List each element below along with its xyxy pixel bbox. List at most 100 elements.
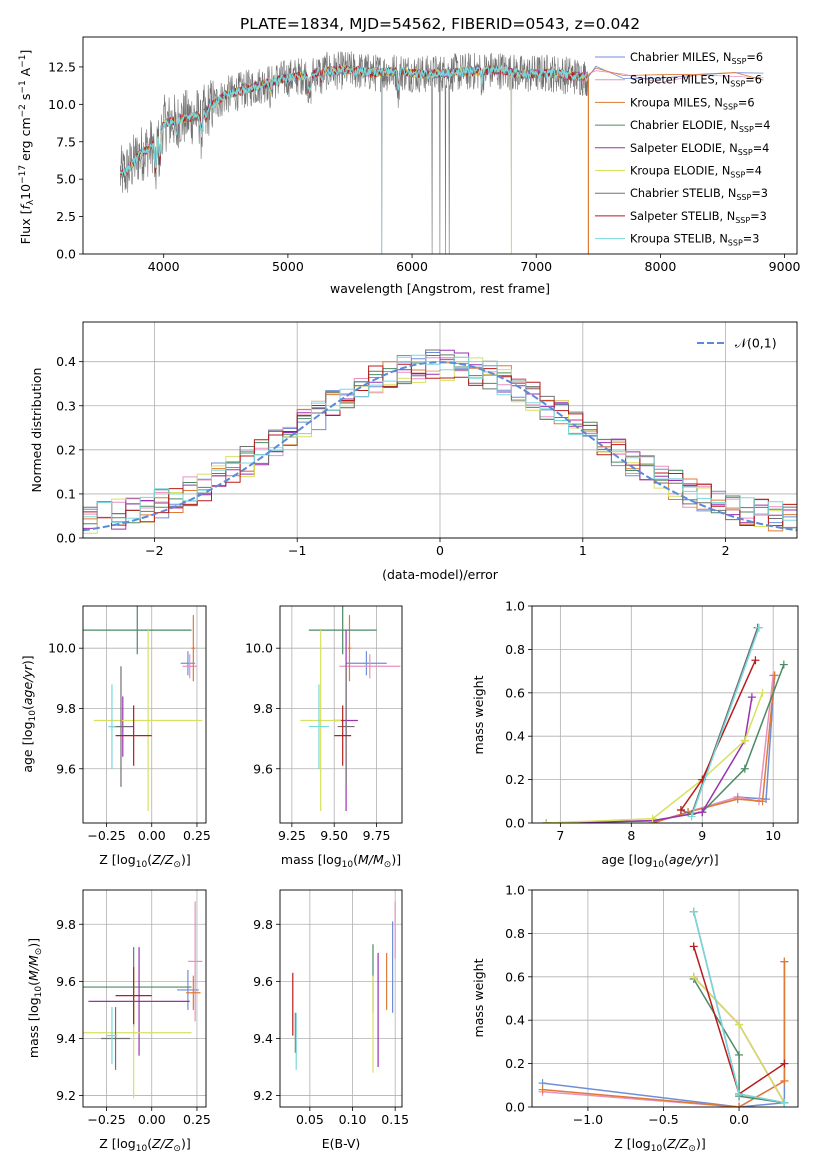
y-tick-label: 0.4	[505, 1013, 525, 1028]
mass-vs-ebv-plot-area	[292, 901, 396, 1073]
legend-label-salpeter-elodie: Salpeter ELODIE, NSSP=4	[630, 142, 769, 157]
y-tick-label: 0.0	[56, 247, 76, 262]
mass-vs-metallicity-panel: −0.25 0.00 0.25 9.2 9.4 9.6 9.8	[56, 889, 211, 1127]
weight-vs-Z-plot-area	[538, 907, 789, 1107]
massZ-ylabel: mass [log10(M/M⊙)]	[26, 938, 44, 1058]
residuals-panel: −2 −1 0 1 2 0.0 0.1 0.2 0.3 0.4 𝒩(0,1)	[56, 321, 798, 558]
normal-reference-curve	[83, 361, 797, 532]
y-tick-label: 10.0	[245, 641, 273, 656]
weight-vs-metallicity-panel: −1.0 −0.5 0.0 0.0 0.2 0.4 0.6 0.8 1.0	[505, 883, 799, 1127]
wAge-xlabel: age [log10(age/yr)]	[601, 852, 718, 870]
x-tick-label: 0.05	[296, 1112, 324, 1127]
x-tick-label: −0.5	[648, 1112, 678, 1127]
x-tick-label: −0.25	[87, 1112, 125, 1127]
ageZ-xlabel: Z [log10(Z/Z⊙)]	[99, 852, 190, 870]
y-tick-label: 12.5	[48, 59, 76, 74]
y-tick-label: 0.0	[56, 531, 76, 546]
mass-vs-Z-frame	[82, 889, 207, 1108]
x-tick-label: 9000	[769, 259, 801, 274]
spectrum-legend: Chabrier MILES, NSSP=6 Salpeter MILES, NS…	[595, 51, 770, 248]
x-tick-label: 1	[579, 543, 587, 558]
histogram-kroupa-elodie	[83, 356, 797, 534]
y-tick-label: 0.0	[505, 1100, 525, 1115]
spectrum-xlabel: wavelength [Angstrom, rest frame]	[330, 281, 550, 296]
weight-line-kroupa-miles	[542, 961, 786, 1107]
x-tick-label: 10	[765, 828, 781, 843]
legend-label-kroupa-elodie: Kroupa ELODIE, NSSP=4	[630, 165, 762, 180]
y-tick-label: 5.0	[56, 172, 76, 187]
y-tick-label: 9.6	[253, 974, 273, 989]
x-tick-label: −1.0	[573, 1112, 603, 1127]
age-vs-Z-plot-area	[83, 606, 203, 811]
axis-labels: Flux [fλ10−17 erg cm−2 s−1 A−1] waveleng…	[18, 50, 719, 1154]
y-tick-label: 0.2	[505, 1056, 525, 1071]
weight-vs-age-frame	[531, 605, 799, 824]
y-tick-label: 9.8	[253, 701, 273, 716]
residuals-ylabel: Normed distribution	[29, 368, 44, 493]
y-tick-label: 10.0	[48, 641, 76, 656]
y-tick-label: 0.0	[505, 816, 525, 831]
x-tick-label: 0.25	[183, 1112, 211, 1127]
x-tick-label: −0.25	[87, 828, 125, 843]
spectrum-ylabel: Flux [fλ10−17 erg cm−2 s−1 A−1]	[18, 50, 36, 245]
wAge-ylabel: mass weight	[471, 675, 486, 754]
model-line-kroupa-stelib	[120, 64, 589, 177]
x-tick-label: 0.00	[138, 828, 166, 843]
legend-label-kroupa-stelib: Kroupa STELIB, NSSP=3	[630, 233, 759, 248]
spectrum-plot-area	[119, 51, 764, 254]
ageM-xlabel: mass [log10(M/M⊙)]	[281, 852, 401, 870]
y-tick-label: 9.4	[253, 1031, 273, 1046]
spectrum-frame	[82, 36, 798, 255]
age-vs-mass-panel: 9.25 9.50 9.75 9.6 9.8 10.0	[245, 605, 403, 843]
x-tick-label: 0.15	[381, 1112, 409, 1127]
histogram-chabrier-stelib	[83, 349, 797, 521]
y-tick-label: 0.6	[505, 685, 525, 700]
y-tick-label: 9.4	[56, 1031, 76, 1046]
y-tick-label: 9.8	[56, 917, 76, 932]
x-tick-label: −2	[145, 543, 163, 558]
y-tick-label: 9.8	[56, 701, 76, 716]
histogram-kroupa-stelib	[83, 354, 797, 523]
x-tick-label: 4000	[148, 259, 180, 274]
y-tick-label: 0.2	[505, 772, 525, 787]
residuals-frame	[82, 321, 798, 539]
y-tick-label: 0.8	[505, 926, 525, 941]
legend-label-salpeter-miles: Salpeter MILES, NSSP=6	[630, 74, 762, 89]
mass-vs-Z-plot-area	[83, 901, 203, 1099]
x-tick-label: −1	[288, 543, 306, 558]
residuals-xlabel: (data-model)/error	[382, 567, 499, 582]
weight-vs-Z-frame	[531, 889, 799, 1108]
legend-label-chabrier-stelib: Chabrier STELIB, NSSP=3	[630, 187, 768, 202]
y-tick-label: 9.2	[253, 1088, 273, 1103]
weight-vs-age-panel: 7 8 9 10 0.0 0.2 0.4 0.6 0.8 1.0	[505, 599, 799, 843]
x-tick-label: 7000	[520, 259, 552, 274]
weight-line-chabrier-elodie	[693, 978, 785, 1104]
legend-label-chabrier-miles: Chabrier MILES, NSSP=6	[630, 51, 763, 66]
x-tick-label: 0	[436, 543, 444, 558]
y-tick-label: 9.6	[56, 974, 76, 989]
x-tick-label: 9	[698, 828, 706, 843]
y-tick-label: 2.5	[56, 209, 76, 224]
wZ-ylabel: mass weight	[471, 958, 486, 1037]
massE-xlabel: E(B-V)	[322, 1136, 361, 1151]
y-tick-label: 10.0	[48, 97, 76, 112]
y-tick-label: 0.2	[56, 442, 76, 457]
weight-vs-age-plot-area	[542, 623, 788, 823]
age-vs-Z-frame	[82, 605, 207, 824]
x-tick-label: 9.50	[320, 828, 348, 843]
spectrum-panel: 4000 5000 6000 7000 8000 9000 0.0 2.5 5.0 7.5 10.0…	[48, 36, 801, 274]
y-tick-label: 0.6	[505, 969, 525, 984]
y-tick-label: 0.4	[505, 729, 525, 744]
y-tick-label: 1.0	[505, 883, 525, 898]
y-tick-label: 1.0	[505, 599, 525, 614]
legend-label-chabrier-elodie: Chabrier ELODIE, NSSP=4	[630, 119, 770, 134]
weight-line-kroupa-stelib	[690, 627, 760, 817]
age-vs-metallicity-panel: −0.25 0.00 0.25 9.6 9.8 10.0	[48, 605, 211, 843]
x-tick-label: 8000	[645, 259, 677, 274]
x-tick-label: 0.25	[183, 828, 211, 843]
x-tick-label: 0.10	[339, 1112, 367, 1127]
y-tick-label: 7.5	[56, 134, 76, 149]
x-tick-label: 2	[722, 543, 730, 558]
legend-label-kroupa-miles: Kroupa MILES, NSSP=6	[630, 96, 755, 111]
